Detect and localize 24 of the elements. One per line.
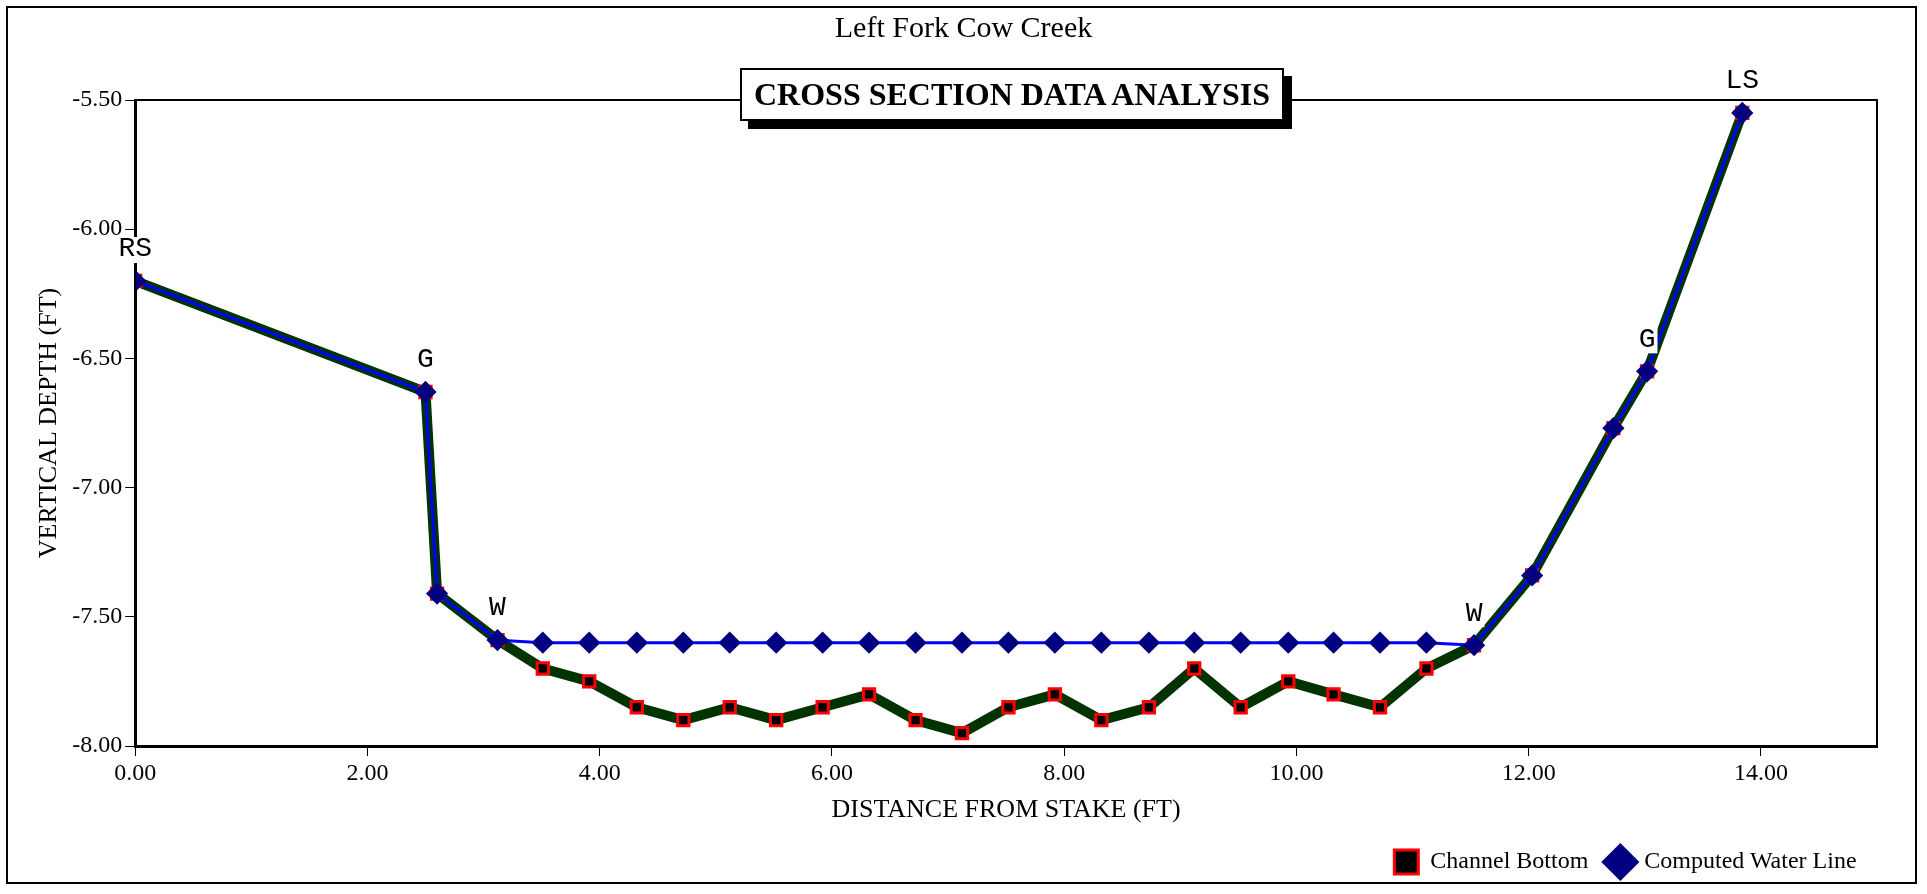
x-tick-label: 4.00: [578, 758, 621, 785]
y-tick-label: -6.50: [72, 343, 123, 370]
annotation: G: [417, 344, 434, 376]
annotation: G: [1638, 323, 1656, 355]
y-tick-label: -7.00: [72, 472, 123, 499]
x-tick-label: 12.00: [1501, 758, 1556, 785]
x-tick-label: 2.00: [346, 758, 389, 785]
x-tick-label: 8.00: [1043, 758, 1086, 785]
chart-title: CROSS SECTION DATA ANALYSIS: [740, 68, 1285, 121]
chart-subtitle: Left Fork Cow Creek: [833, 10, 1094, 44]
y-tick-label: -8.00: [72, 731, 123, 758]
x-axis-title: DISTANCE FROM STAKE (FT): [831, 794, 1181, 824]
y-axis-title: VERTICAL DEPTH (FT): [33, 287, 63, 559]
annotation: W: [1465, 597, 1483, 629]
x-tick-label: 0.00: [114, 758, 157, 785]
legend-label: Computed Water Line: [1644, 847, 1857, 874]
y-tick-label: -5.50: [72, 85, 123, 112]
annotation: LS: [1725, 65, 1760, 97]
annotation: W: [489, 592, 507, 624]
x-tick-label: 6.00: [810, 758, 853, 785]
x-tick-label: 10.00: [1269, 758, 1324, 785]
legend-label: Channel Bottom: [1430, 847, 1589, 874]
x-tick-label: 14.00: [1733, 758, 1788, 785]
y-tick-label: -7.50: [72, 602, 123, 629]
